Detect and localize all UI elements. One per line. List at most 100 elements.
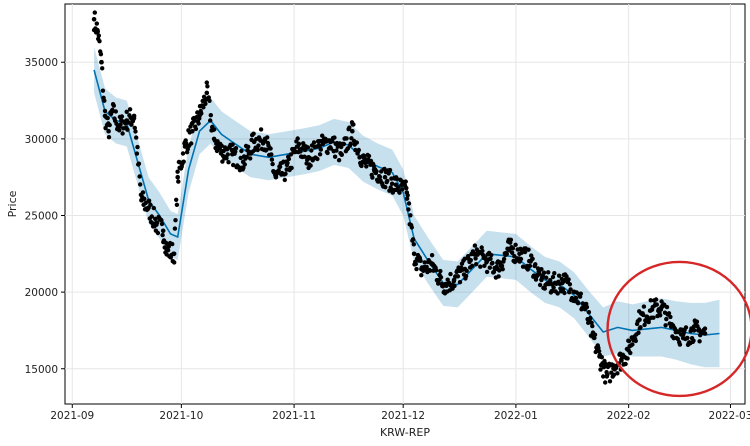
- data-point: [264, 147, 269, 152]
- data-point: [479, 245, 484, 250]
- data-point: [241, 165, 246, 170]
- data-point: [205, 84, 210, 89]
- data-point: [370, 175, 375, 180]
- data-point: [448, 271, 453, 277]
- data-point: [382, 174, 388, 180]
- data-point: [473, 251, 479, 257]
- x-tick-label: 2022-01: [494, 410, 538, 422]
- data-point: [546, 270, 551, 275]
- data-point: [160, 232, 165, 238]
- data-point: [544, 275, 549, 280]
- data-point: [651, 315, 656, 320]
- data-point: [127, 107, 133, 112]
- data-point: [664, 316, 669, 322]
- x-tick-label: 2021-11: [272, 410, 316, 422]
- data-point: [309, 148, 314, 153]
- data-point: [541, 270, 547, 275]
- data-point: [566, 277, 571, 282]
- data-point: [339, 151, 344, 157]
- data-point: [328, 146, 334, 151]
- data-point: [203, 101, 208, 107]
- data-point: [664, 304, 670, 310]
- data-point: [589, 320, 594, 325]
- data-point: [648, 308, 653, 313]
- data-point: [484, 269, 490, 275]
- data-point: [159, 221, 165, 227]
- data-point: [411, 242, 416, 247]
- data-point: [571, 289, 577, 295]
- data-point: [286, 156, 292, 162]
- annotation-layer: [606, 260, 750, 398]
- x-tick-label: 2021-09: [50, 410, 94, 422]
- data-point: [138, 182, 143, 187]
- data-point: [207, 98, 212, 104]
- data-point: [283, 171, 288, 176]
- data-point: [636, 330, 641, 335]
- data-point: [550, 282, 555, 287]
- data-point: [334, 148, 339, 153]
- data-point: [552, 271, 557, 276]
- data-point: [615, 371, 620, 376]
- data-point: [413, 261, 418, 267]
- data-point: [98, 52, 104, 57]
- data-point: [219, 143, 224, 148]
- data-point: [525, 267, 530, 272]
- data-point: [99, 59, 104, 65]
- data-point: [328, 139, 333, 145]
- data-point: [332, 135, 337, 140]
- data-point: [641, 312, 646, 318]
- data-point: [196, 121, 201, 126]
- data-point: [124, 109, 129, 115]
- data-point: [120, 131, 125, 136]
- x-tick-label: 2021-12: [381, 410, 425, 422]
- data-point: [350, 128, 355, 134]
- data-point: [151, 205, 156, 211]
- data-point: [597, 354, 602, 359]
- data-point: [248, 156, 253, 161]
- data-point: [638, 325, 643, 330]
- data-point: [106, 128, 111, 134]
- data-point: [91, 17, 97, 22]
- data-point: [233, 149, 238, 154]
- data-point: [387, 167, 393, 173]
- data-point: [659, 305, 664, 310]
- data-point: [526, 247, 531, 252]
- data-point: [204, 80, 209, 85]
- data-point: [336, 158, 342, 163]
- data-point: [411, 251, 417, 257]
- data-point: [508, 237, 514, 242]
- data-point: [268, 146, 273, 151]
- data-point: [394, 176, 399, 181]
- data-point: [575, 301, 581, 306]
- data-point: [604, 374, 610, 379]
- data-point: [518, 256, 524, 262]
- data-point: [195, 110, 200, 115]
- data-point: [560, 287, 566, 292]
- data-point: [100, 88, 106, 93]
- data-point: [452, 283, 457, 289]
- data-point: [397, 190, 402, 195]
- data-point: [427, 268, 433, 273]
- data-point: [409, 225, 414, 230]
- data-point: [244, 154, 249, 160]
- data-point: [654, 302, 659, 307]
- data-point: [548, 278, 553, 283]
- data-point: [506, 246, 511, 252]
- data-point: [513, 242, 518, 247]
- grid: [65, 4, 745, 404]
- data-point: [356, 147, 361, 153]
- data-point: [474, 262, 479, 267]
- data-point: [269, 157, 275, 162]
- data-point: [172, 260, 177, 265]
- data-point: [317, 144, 322, 149]
- data-point: [111, 103, 117, 108]
- data-point: [480, 248, 485, 254]
- data-point: [455, 274, 461, 279]
- data-point: [344, 136, 349, 141]
- data-point: [140, 190, 146, 195]
- data-point: [348, 141, 353, 146]
- x-tick-label: 2021-10: [159, 410, 203, 422]
- data-point: [410, 237, 416, 242]
- data-point: [102, 108, 108, 114]
- data-point: [308, 163, 313, 168]
